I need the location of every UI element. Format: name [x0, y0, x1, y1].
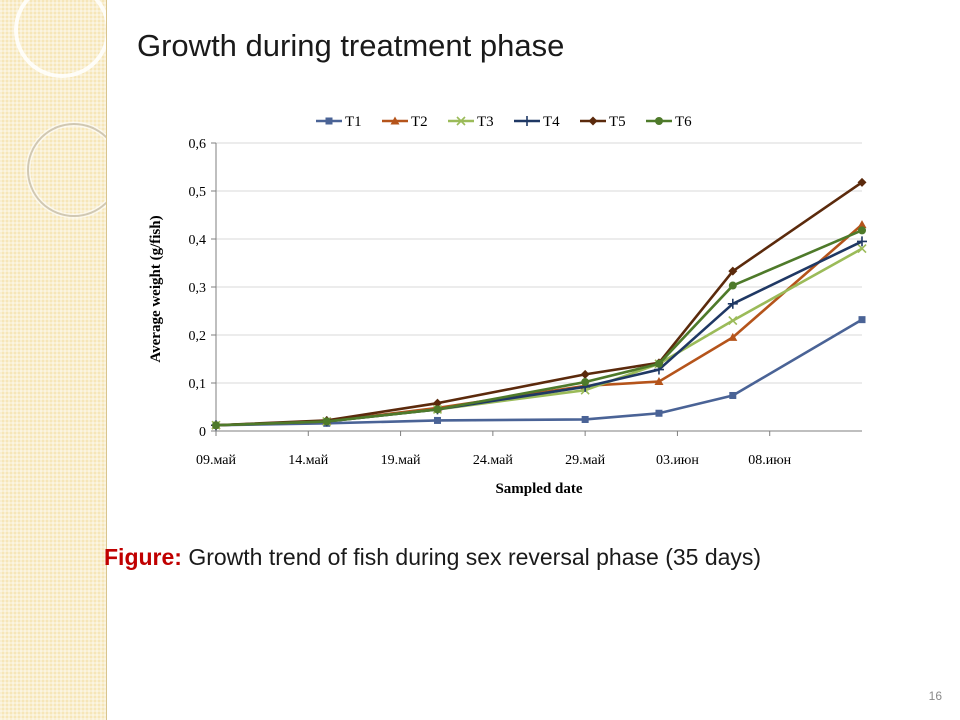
y-tick-label: 0,4: [189, 233, 207, 248]
x-axis-title: Sampled date: [495, 481, 582, 497]
data-point-t1: [655, 409, 663, 417]
data-point-t5: [432, 398, 442, 408]
legend-marker-t5: [588, 116, 598, 126]
data-point-t3: [728, 316, 738, 326]
series-t1: [212, 316, 866, 429]
data-point-t1: [433, 416, 441, 424]
series-line-t3: [215, 247, 863, 427]
caption-text: Growth trend of fish during sex reversal…: [181, 544, 762, 570]
x-tick-label: 09.май: [196, 453, 236, 468]
chart-legend: T1 T2 T3 T4 T5 T6: [316, 114, 692, 130]
data-point-t4: [857, 236, 867, 247]
legend-item-t1: T1: [316, 114, 362, 130]
y-axis-title: Average weight (g/fish): [148, 215, 164, 362]
legend-item-t4: T4: [514, 114, 560, 130]
legend-item-t6: T6: [646, 114, 692, 130]
x-tick-label: 19.май: [381, 453, 421, 468]
figure-caption: Figure: Growth trend of fish during sex …: [104, 544, 954, 571]
legend-marker-t3: [456, 116, 466, 126]
data-point-t6: [728, 281, 737, 290]
y-tick-label: 0,3: [189, 281, 207, 296]
caption-label: Figure:: [104, 544, 182, 570]
data-point-t6: [654, 359, 663, 368]
data-point-t1: [858, 316, 866, 324]
series-t4: [211, 236, 867, 431]
legend-label-t5: T5: [609, 114, 626, 130]
decorative-side-band: [0, 0, 107, 720]
slide-title: Growth during treatment phase: [137, 28, 565, 63]
data-point-t1: [581, 415, 589, 423]
x-tick-label: 03.июн: [656, 453, 699, 468]
legend-label-t3: T3: [477, 114, 494, 130]
chart-series: [211, 177, 867, 431]
y-tick-label: 0: [199, 425, 206, 440]
data-point-t2: [857, 220, 867, 229]
legend-marker-t6: [655, 117, 663, 125]
data-point-t5: [857, 177, 867, 187]
data-point-t6: [322, 417, 331, 426]
y-tick-label: 0,5: [189, 185, 207, 200]
legend-marker-t1: [325, 117, 333, 125]
y-tick-label: 0,2: [189, 329, 207, 344]
chart-axes: 0 0,1 0,2 0,3 0,4 0,5 0,6 09.май 14.май 19.май 24.…: [189, 137, 862, 468]
legend-item-t5: T5: [580, 114, 626, 130]
series-line-t4: [215, 240, 863, 427]
series-t6: [212, 226, 866, 430]
legend-marker-t2: [390, 116, 400, 125]
legend-item-t2: T2: [382, 114, 428, 130]
y-tick-label: 0,1: [189, 377, 207, 392]
legend-label-t4: T4: [543, 114, 560, 130]
data-point-t6: [581, 378, 590, 387]
data-point-t5: [728, 266, 738, 276]
x-tick-label: 08.июн: [748, 453, 791, 468]
x-tick-label: 29.май: [565, 453, 605, 468]
y-tick-label: 0,6: [189, 137, 207, 152]
slide-number: 16: [928, 689, 942, 703]
legend-marker-t4: [522, 116, 532, 126]
series-t3: [211, 244, 867, 430]
data-point-t6: [212, 421, 220, 430]
legend-label-t1: T1: [345, 114, 362, 130]
data-point-t6: [858, 226, 866, 235]
line-chart: 0 0,1 0,2 0,3 0,4 0,5 0,6 09.май 14.май 19.май 24.…: [148, 114, 867, 497]
data-point-t5: [580, 369, 590, 379]
decorative-rings: [14, 0, 106, 219]
legend-label-t2: T2: [411, 114, 428, 130]
legend-item-t3: T3: [448, 114, 494, 130]
legend-label-t6: T6: [675, 114, 692, 130]
data-point-t4: [727, 298, 738, 309]
data-point-t1: [729, 391, 737, 399]
x-tick-label: 14.май: [288, 453, 328, 468]
data-point-t3: [857, 244, 867, 254]
x-tick-label: 24.май: [473, 453, 513, 468]
data-point-t2: [654, 377, 664, 386]
chart-gridlines: [216, 142, 862, 384]
data-point-t6: [433, 405, 442, 414]
data-point-t2: [728, 332, 738, 341]
